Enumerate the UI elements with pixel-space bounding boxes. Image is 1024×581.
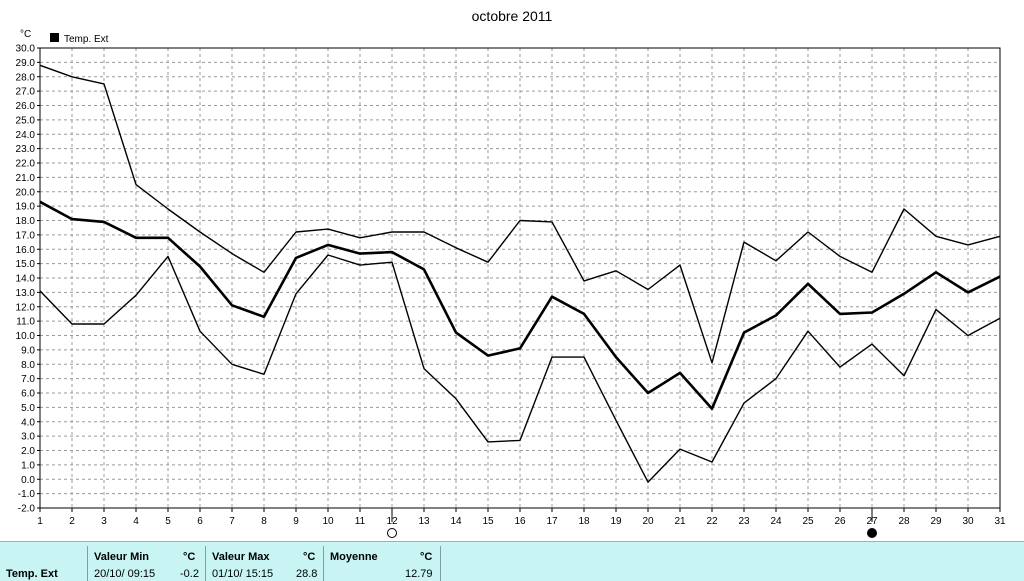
x-tick-label: 28 (898, 516, 910, 527)
mean-header: Moyenne (330, 551, 378, 563)
x-tick-label: 17 (546, 516, 558, 527)
x-tick-label: 9 (293, 516, 299, 527)
mean-unit: °C (420, 551, 433, 563)
series-lines (39, 64, 1001, 483)
max-unit: °C (303, 551, 316, 563)
moon-full-icon (387, 528, 397, 538)
mean-value: 12.79 (405, 568, 433, 580)
x-tick-label: 1 (37, 516, 43, 527)
y-tick-label: 2.0 (21, 446, 35, 457)
x-tick-label: 3 (101, 516, 107, 527)
y-tick-label: 19.0 (16, 202, 36, 213)
x-tick-label: 15 (482, 516, 494, 527)
stats-separator (205, 546, 206, 581)
y-tick-label: 11.0 (16, 317, 35, 328)
x-tick-label: 19 (610, 516, 622, 527)
temperature-chart: octobre 2011 °C Temp. Ext -2.0 -1.0 0.0 1.0… (16, 8, 1006, 538)
x-tick-label: 14 (450, 516, 462, 527)
y-axis-ticks: -2.0 -1.0 0.0 1.0 2.0 3.0 4.0 5.0 6.0 7.0 8.0 9.0 10… (16, 44, 40, 515)
x-tick-label: 21 (674, 516, 686, 527)
max-datetime: 01/10/ 15:15 (212, 568, 274, 580)
y-tick-label: 16.0 (16, 245, 36, 256)
x-tick-label: 26 (834, 516, 846, 527)
x-tick-label: 25 (802, 516, 814, 527)
y-tick-label: 10.0 (16, 331, 36, 342)
x-tick-label: 23 (738, 516, 750, 527)
min-datetime: 20/10/ 09:15 (94, 568, 156, 580)
y-tick-label: -2.0 (18, 504, 36, 515)
x-tick-label: 30 (962, 516, 974, 527)
y-tick-label: 21.0 (16, 173, 36, 184)
stats-separator (323, 546, 324, 581)
y-tick-label: 27.0 (16, 87, 36, 98)
y-tick-label: 24.0 (16, 130, 36, 141)
y-tick-label: 23.0 (16, 144, 36, 155)
x-tick-label: 6 (197, 516, 203, 527)
y-tick-label: 26.0 (16, 101, 36, 112)
x-tick-label: 20 (642, 516, 654, 527)
grid-lines (40, 48, 1000, 508)
y-tick-label: 28.0 (16, 72, 36, 83)
series-line-mean (39, 200, 1001, 411)
x-tick-label: 24 (770, 516, 782, 527)
chart-title: octobre 2011 (472, 8, 553, 24)
moon-new-icon (867, 528, 877, 538)
min-value: -0.2 (180, 568, 199, 580)
x-tick-label: 10 (322, 516, 334, 527)
y-tick-label: 13.0 (16, 288, 36, 299)
min-header: Valeur Min (94, 551, 150, 563)
y-tick-label: 22.0 (16, 159, 36, 170)
stats-separator (440, 546, 441, 581)
y-axis-unit-label: °C (20, 29, 31, 40)
series-line-max (39, 64, 1001, 364)
x-axis-ticks: 1 2 3 4 5 6 7 8 9 10 11 12 13 14 15 16 17 18 19 20 21 22 23 24 2… (37, 508, 1006, 527)
y-tick-label: 18.0 (16, 216, 36, 227)
y-tick-label: 30.0 (16, 44, 36, 55)
moon-markers (387, 508, 877, 538)
legend-swatch (50, 33, 59, 42)
y-tick-label: 5.0 (21, 403, 35, 414)
statistics-panel: Temp. Ext Valeur Min °C 20/10/ 09:15 -0.… (0, 541, 1024, 581)
y-tick-label: 3.0 (21, 432, 35, 443)
x-tick-label: 8 (261, 516, 267, 527)
stats-separator (87, 546, 88, 581)
y-tick-label: 8.0 (21, 360, 35, 371)
y-tick-label: 20.0 (16, 187, 36, 198)
y-tick-label: -1.0 (18, 489, 36, 500)
y-tick-label: 14.0 (16, 274, 36, 285)
max-value: 28.8 (296, 568, 318, 580)
y-tick-label: 0.0 (21, 475, 35, 486)
min-unit: °C (183, 551, 196, 563)
x-tick-label: 4 (133, 516, 139, 527)
y-tick-label: 29.0 (16, 58, 36, 69)
x-tick-label: 5 (165, 516, 171, 527)
stats-row-label: Temp. Ext (6, 568, 58, 580)
y-tick-label: 4.0 (21, 417, 35, 428)
max-header: Valeur Max (212, 551, 270, 563)
x-tick-label: 2 (69, 516, 75, 527)
y-tick-label: 12.0 (16, 302, 36, 313)
y-tick-label: 1.0 (21, 460, 35, 471)
x-tick-label: 7 (229, 516, 235, 527)
x-tick-label: 29 (930, 516, 942, 527)
x-tick-label: 18 (578, 516, 590, 527)
legend-label: Temp. Ext (64, 34, 109, 45)
x-tick-label: 11 (355, 516, 366, 527)
series-line-min (39, 254, 1001, 483)
y-tick-label: 17.0 (16, 230, 36, 241)
y-tick-label: 9.0 (21, 345, 35, 356)
x-tick-label: 13 (418, 516, 430, 527)
y-tick-label: 7.0 (21, 374, 35, 385)
y-tick-label: 15.0 (16, 259, 36, 270)
y-tick-label: 25.0 (16, 115, 36, 126)
x-tick-label: 31 (994, 516, 1006, 527)
x-tick-label: 16 (514, 516, 526, 527)
x-tick-label: 22 (706, 516, 718, 527)
y-tick-label: 6.0 (21, 389, 35, 400)
